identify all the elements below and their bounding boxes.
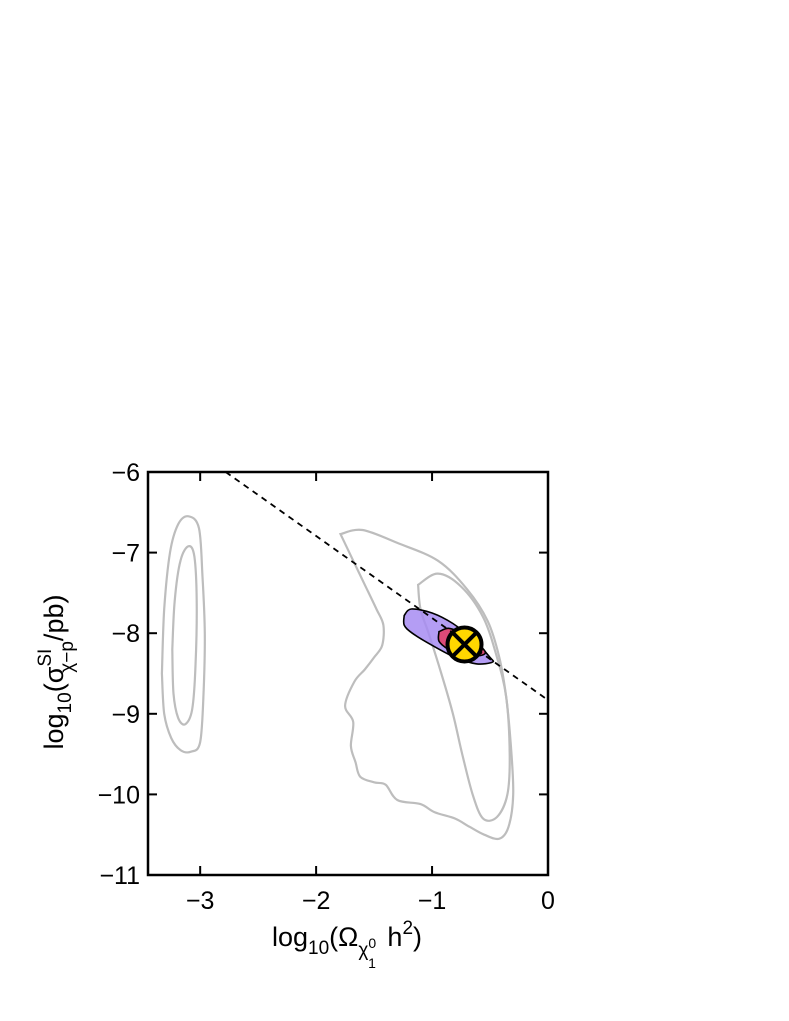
x-axis-label-middle: h [380, 922, 403, 952]
contour-left-inner [171, 544, 198, 726]
y-axis-label: log10(σSIχ−p/pb) [35, 595, 78, 750]
x-tick-label: 0 [541, 887, 555, 915]
x-axis-label-middle-superscript: 2 [402, 918, 413, 939]
y-axis-label-prefix-subscript: 10 [55, 692, 76, 713]
x-axis-label-open: ( [329, 922, 338, 952]
plot-frame [146, 470, 550, 877]
x-tick-label: −2 [302, 887, 331, 915]
y-tick-label: −9 [111, 701, 140, 729]
x-axis-label-symbol-sub-subscript: 1 [368, 955, 376, 971]
x-tick-label: −3 [186, 887, 215, 915]
dashed-reference-line [225, 472, 548, 701]
axis-ticks: −3 −2 −1 0−6−7−8−9−10−11 [98, 459, 555, 915]
y-axis-label-symbol-superscript: SI [35, 649, 56, 667]
x-axis-label: log10(Ωχ0 1 h2) [272, 918, 422, 971]
y-tick-label: −8 [111, 620, 140, 648]
plot-data-layer [160, 472, 548, 841]
contour-main-inner [416, 572, 511, 822]
x-axis-label-symbol: Ω [338, 922, 358, 952]
y-tick-label: −10 [98, 781, 140, 809]
best-fit-cross-b [450, 630, 479, 659]
contour-main-outer [338, 528, 515, 841]
contour-left-outer [160, 515, 206, 754]
y-axis-label-close: /pb) [39, 595, 69, 642]
x-axis-label-prefix: log [272, 922, 308, 952]
best-fit-marker [445, 625, 484, 664]
x-axis-label-symbol-sub-superscript: 0 [368, 935, 376, 951]
x-tick-label: −1 [418, 887, 447, 915]
y-tick-label: −11 [99, 862, 140, 890]
y-tick-label: −7 [111, 540, 140, 568]
y-axis-label-open: (σ [39, 666, 69, 692]
y-axis-label-symbol-subscript: χ−p [57, 641, 78, 673]
y-tick-label: −6 [111, 459, 140, 487]
y-axis-label-prefix: log [39, 713, 69, 749]
x-axis-label-symbol-subscript: χ [358, 940, 368, 961]
x-axis-label-close: ) [413, 922, 422, 952]
x-axis-label-prefix-subscript: 10 [308, 938, 329, 959]
